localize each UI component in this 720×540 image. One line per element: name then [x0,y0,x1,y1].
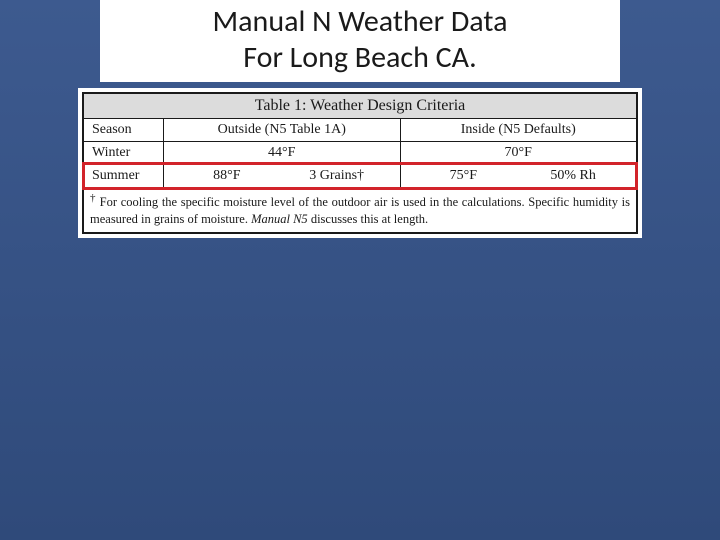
footnote-italic: Manual N5 [251,212,308,226]
table-footnote: † For cooling the specific moisture leve… [84,188,636,232]
cell-in-rh: 50% Rh [518,168,628,184]
cell-season: Summer [84,165,164,187]
table-caption: Table 1: Weather Design Criteria [84,94,636,119]
table-row: Winter 44°F 70°F [84,142,636,165]
table-header-row: Season Outside (N5 Table 1A) Inside (N5 … [84,119,636,142]
cell-season: Winter [84,142,164,164]
col-header-season: Season [84,119,164,141]
weather-table: Table 1: Weather Design Criteria Season … [82,92,638,234]
cell-out-temp: 44°F [172,145,392,161]
title-line-1: Manual N Weather Data [100,4,620,40]
footnote-text-2: discusses this at length. [308,212,428,226]
col-header-outside: Outside (N5 Table 1A) [164,119,401,141]
col-header-inside: Inside (N5 Defaults) [401,119,637,141]
cell-outside: 88°F 3 Grains† [164,165,401,187]
table-container: Table 1: Weather Design Criteria Season … [78,88,642,238]
cell-inside: 70°F [401,142,637,164]
cell-in-temp: 75°F [409,168,519,184]
slide-title-block: Manual N Weather Data For Long Beach CA. [100,0,620,82]
cell-out-grains: 3 Grains† [282,168,392,184]
cell-in-temp: 70°F [409,145,629,161]
title-line-2: For Long Beach CA. [100,40,620,76]
cell-out-temp: 88°F [172,168,282,184]
table-row: Summer 88°F 3 Grains† 75°F 50% Rh [84,165,636,188]
cell-inside: 75°F 50% Rh [401,165,637,187]
cell-outside: 44°F [164,142,401,164]
